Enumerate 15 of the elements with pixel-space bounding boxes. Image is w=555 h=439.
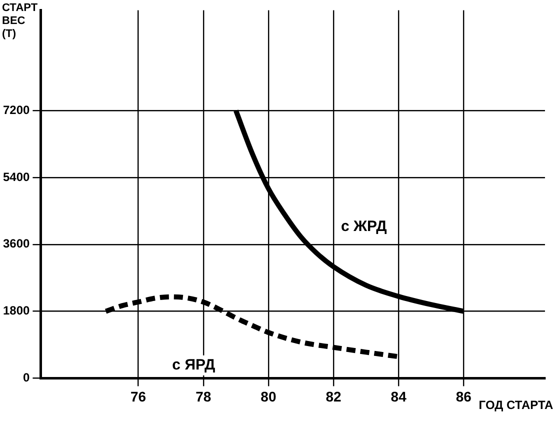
x-tick-label: 82: [326, 388, 342, 404]
x-axis-title: ГОД СТАРТА: [478, 398, 554, 412]
x-tick-label: 78: [196, 388, 212, 404]
y-tick-label: 0: [23, 370, 30, 385]
y-tick-label: 3600: [2, 236, 30, 251]
x-tick-label: 76: [130, 388, 146, 404]
series-label: с ЖРД: [340, 218, 388, 236]
x-tick-label: 80: [260, 388, 276, 404]
y-tick-label: 7200: [2, 102, 30, 117]
y-axis-title: СТАРТ ВЕС (Т): [2, 2, 39, 41]
text: с ЯРД: [172, 356, 216, 374]
y-tick-label: 5400: [2, 170, 30, 184]
x-tick-label: 84: [390, 388, 407, 404]
x-tick-label: 86: [456, 388, 472, 404]
y-tick-label: 1800: [2, 304, 30, 318]
